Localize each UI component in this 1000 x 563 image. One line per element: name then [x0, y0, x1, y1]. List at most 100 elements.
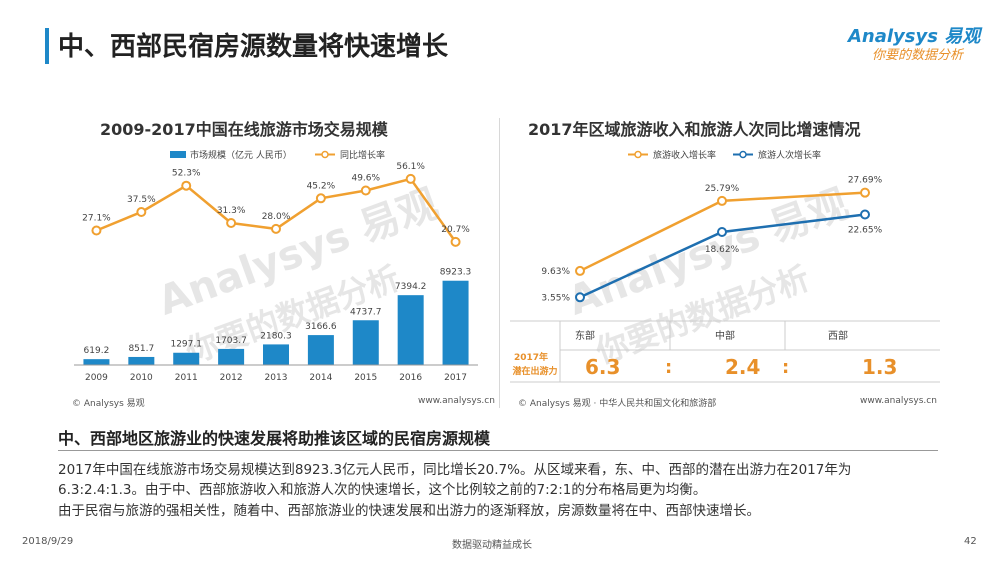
footer-slogan: 数据驱动精益成长: [452, 540, 532, 551]
x-tick-2017: 2017: [444, 373, 467, 383]
paragraph-2: 6.3:2.4:1.3。由于中、西部旅游收入和旅游人次的快速增长，这个比例较之前…: [58, 482, 707, 498]
bar-label-2015: 4737.7: [350, 307, 382, 317]
x-tick-2009: 2009: [85, 373, 108, 383]
left-chart-title: 2009-2017中国在线旅游市场交易规模: [100, 120, 388, 139]
left-source-site: www.analysys.cn: [418, 396, 495, 406]
left-chart-line: 27.1% 37.5% 52.3% 31.3% 28.0% 45.2% 49.6% 56.1%…: [82, 162, 470, 247]
x-tick-2013: 2013: [265, 373, 288, 383]
left-source: © Analysys 易观: [72, 399, 145, 409]
right-chart: 旅游收入增长率 旅游人次增长率 9.63% 25.79% 27.69% 3.55% 18.…: [541, 149, 882, 304]
left-chart-bars: 619.2 851.7 1297.1 1703.7 2180.3 3166.6 4737.7…: [83, 268, 471, 365]
left-chart-legend: 市场规模（亿元 人民币） 同比增长率: [170, 149, 385, 161]
growth-label-2010: 37.5%: [127, 195, 156, 205]
potential-sep-0: :: [665, 357, 672, 378]
growth-label-2016: 56.1%: [396, 162, 425, 172]
bar-2014: [307, 335, 334, 365]
footer-date: 2018/9/29: [22, 536, 74, 547]
series-0-point-西部: [860, 187, 870, 198]
growth-point-2012: [226, 218, 237, 229]
section-rule: [58, 450, 938, 451]
right-source: © Analysys 易观 · 中华人民共和国文化和旅游部: [518, 399, 717, 409]
bar-label-2017: 8923.3: [440, 268, 472, 278]
potential-row-label-year: 2017年: [514, 351, 548, 363]
growth-point-2016: [405, 173, 416, 184]
growth-point-2014: [315, 193, 326, 204]
bar-label-2013: 2180.3: [260, 331, 292, 341]
growth-label-2017: 20.7%: [441, 225, 470, 235]
growth-point-2010: [136, 207, 147, 217]
potential-value-2: 1.3: [862, 355, 897, 379]
title-accent-bar: [45, 28, 49, 64]
left-chart-xticks: 2009 2010 2011 2012 2013 2014 2015 2016 2017: [85, 373, 467, 383]
growth-point-2013: [271, 223, 281, 234]
series-1-point-中部: [717, 226, 727, 237]
growth-point-2015: [360, 185, 371, 196]
potential-value-1: 2.4: [725, 355, 760, 379]
bar-2012: [218, 348, 245, 365]
series-1-label-东部: 3.55%: [541, 293, 570, 303]
growth-label-2014: 45.2%: [307, 181, 336, 191]
page-number: 42: [964, 536, 977, 547]
potential-value-0: 6.3: [585, 355, 620, 379]
growth-label-2012: 31.3%: [217, 206, 246, 216]
x-tick-2012: 2012: [220, 373, 243, 383]
legend-label-1: 旅游人次增长率: [758, 149, 821, 161]
chart-divider: [499, 118, 500, 408]
series-0-label-东部: 9.63%: [541, 267, 570, 277]
bar-2011: [173, 352, 200, 365]
bar-label-2009: 619.2: [84, 346, 110, 356]
bar-label-2014: 3166.6: [305, 322, 337, 332]
growth-point-2017: [450, 236, 461, 247]
page-title: 中、西部民宿房源数量将快速增长: [58, 32, 449, 62]
bar-2015: [352, 320, 379, 365]
legend-swatch-0: [634, 150, 642, 159]
x-tick-2011: 2011: [175, 373, 198, 383]
growth-point-2011: [181, 180, 192, 191]
series-1-label-中部: 18.62%: [705, 245, 740, 255]
legend-label-bar: 市场规模（亿元 人民币）: [190, 149, 292, 161]
legend-swatch-bar: [170, 151, 186, 158]
right-chart-title: 2017年区域旅游收入和旅游人次同比增速情况: [528, 120, 861, 139]
series-0-label-中部: 25.79%: [705, 184, 740, 194]
bar-2010: [128, 356, 155, 365]
series-1-label-西部: 22.65%: [848, 226, 883, 236]
paragraph-1: 2017年中国在线旅游市场交易规模达到8923.3亿元人民币，同比增长20.7%…: [58, 462, 852, 478]
growth-label-2015: 49.6%: [351, 173, 380, 183]
potential-table: 2017年 潜在出游力 东部6.3 中部2.4 西部1.3::: [510, 320, 940, 383]
bar-label-2010: 851.7: [128, 344, 154, 354]
series-0-point-东部: [575, 265, 585, 276]
paragraph-3: 由于民宿与旅游的强相关性，随着中、西部旅游业的快速发展和出游力的逐渐释放，房源数…: [58, 503, 760, 519]
potential-sep-1: :: [782, 357, 789, 378]
region-header-0: 东部: [575, 329, 595, 342]
section-heading: 中、西部地区旅游业的快速发展将助推该区域的民宿房源规模: [58, 429, 491, 448]
bar-label-2016: 7394.2: [395, 282, 427, 292]
bar-2013: [263, 344, 289, 365]
potential-row-label: 潜在出游力: [512, 365, 557, 377]
legend-label-0: 旅游收入增长率: [653, 149, 716, 161]
right-source-site: www.analysys.cn: [860, 396, 937, 406]
series-0-label-西部: 27.69%: [848, 176, 883, 186]
bar-label-2011: 1297.1: [170, 340, 202, 350]
legend-swatch-1: [739, 150, 747, 159]
x-tick-2015: 2015: [354, 373, 377, 383]
x-tick-2016: 2016: [399, 373, 422, 383]
growth-label-2013: 28.0%: [262, 212, 291, 222]
series-line-1: [579, 213, 866, 299]
growth-point-2009: [91, 225, 102, 236]
analysys-logo: Analysys 易观: [848, 26, 981, 47]
series-1-point-西部: [860, 209, 870, 220]
legend-swatch-line: [321, 150, 329, 159]
right-chart-lines: 9.63% 25.79% 27.69% 3.55% 18.62% 22.65%: [541, 176, 882, 304]
legend-label-line: 同比增长率: [340, 149, 385, 161]
region-header-2: 西部: [828, 329, 848, 342]
bar-2017: [442, 280, 469, 365]
right-chart-legend: 旅游收入增长率 旅游人次增长率: [628, 149, 821, 161]
growth-label-2011: 52.3%: [172, 169, 201, 179]
series-1-point-东部: [575, 292, 585, 303]
logo-tagline: 你要的数据分析: [872, 48, 964, 63]
growth-label-2009: 27.1%: [82, 213, 111, 223]
left-chart: 市场规模（亿元 人民币） 同比增长率 619.2 851.7 1297.1 1703.7…: [74, 149, 478, 383]
x-tick-2014: 2014: [309, 373, 332, 383]
bar-2016: [397, 295, 424, 365]
x-tick-2010: 2010: [130, 373, 153, 383]
